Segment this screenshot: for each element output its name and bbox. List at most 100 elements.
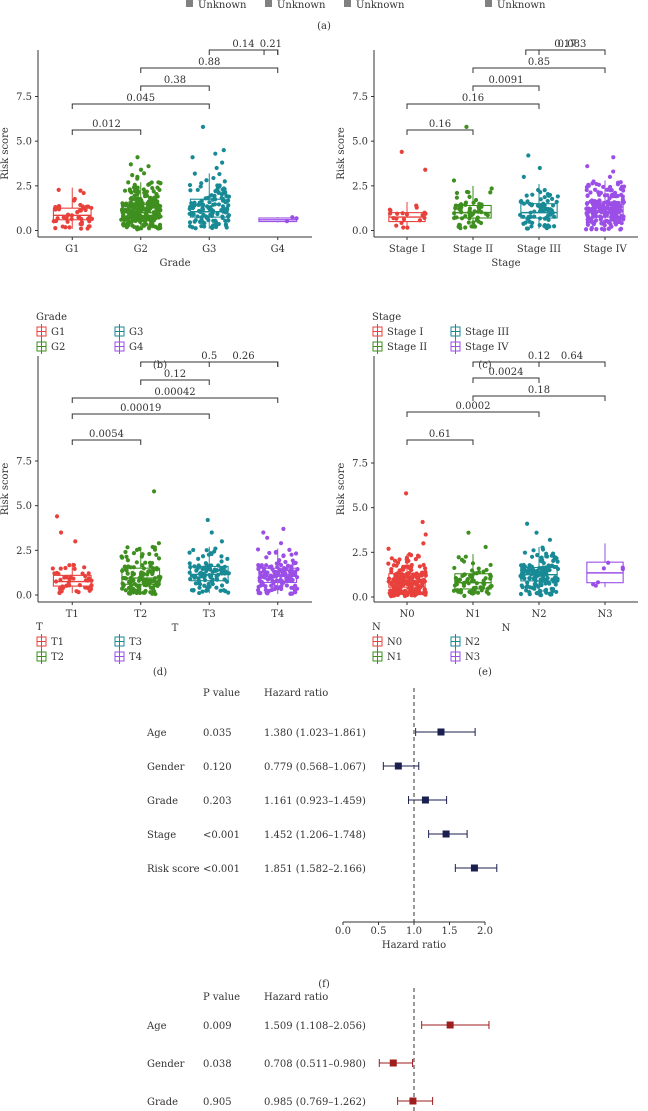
data-point — [472, 224, 478, 229]
data-point — [214, 165, 219, 171]
data-point — [606, 202, 611, 207]
panel-label-e: (e) — [478, 667, 492, 678]
data-point — [132, 193, 137, 198]
data-point — [210, 225, 215, 231]
data-point — [522, 550, 528, 555]
data-point — [214, 576, 219, 581]
data-point — [135, 174, 140, 179]
data-point — [466, 530, 471, 535]
data-point — [400, 211, 405, 216]
data-point — [403, 491, 409, 496]
data-point — [76, 214, 82, 220]
bracket-line — [538, 361, 606, 367]
data-point — [223, 218, 228, 223]
data-point — [200, 589, 205, 594]
data-point — [488, 190, 493, 195]
data-point — [213, 218, 218, 223]
data-point — [141, 171, 147, 176]
p-value-label: 0.083 — [558, 39, 587, 50]
data-point — [534, 591, 539, 596]
p-value-label: 0.38 — [164, 75, 186, 86]
row-hazard-ratio: 1.452 (1.206–1.748) — [264, 830, 366, 841]
data-point — [155, 194, 160, 199]
data-point — [224, 193, 229, 199]
data-point — [547, 567, 552, 573]
y-tick-label: 2.5 — [16, 181, 32, 192]
data-point — [595, 204, 600, 209]
data-point — [273, 549, 279, 555]
data-point — [592, 219, 597, 224]
data-point — [188, 188, 193, 193]
row-variable: Gender — [147, 1059, 185, 1070]
data-point — [524, 193, 529, 198]
forest-row: Grade 0.905 0.985 (0.769–1.262) — [147, 1097, 434, 1108]
y-tick-label: 5.0 — [16, 501, 32, 512]
data-point — [133, 196, 139, 201]
data-point — [414, 203, 419, 208]
bracket-line — [140, 379, 210, 385]
data-point — [544, 554, 550, 559]
data-point — [489, 186, 494, 191]
data-point — [547, 192, 553, 198]
forest-row: Age 0.009 1.509 (1.108–2.056) — [146, 1021, 490, 1032]
data-point — [213, 189, 218, 194]
x-tick-label: 0.5 — [371, 926, 387, 937]
data-point — [150, 185, 155, 191]
data-point — [526, 153, 531, 158]
x-tick-label-t2: T2 — [134, 609, 147, 620]
data-point — [132, 224, 137, 229]
data-point — [149, 180, 154, 185]
data-point — [220, 160, 225, 165]
data-point — [476, 566, 481, 571]
row-variable: Gender — [147, 762, 185, 773]
data-point — [209, 207, 214, 212]
data-point — [386, 561, 391, 566]
data-point — [191, 547, 196, 553]
data-point — [611, 155, 616, 160]
data-point — [601, 566, 606, 571]
data-point — [146, 226, 152, 231]
data-point — [204, 548, 209, 553]
data-point — [484, 567, 489, 573]
row-p-value: <0.001 — [203, 830, 240, 841]
data-point — [75, 209, 80, 215]
data-point — [483, 576, 488, 581]
data-point — [124, 554, 129, 559]
data-point — [292, 588, 298, 593]
panel-label-d: (d) — [153, 667, 167, 678]
data-point — [476, 219, 481, 224]
data-point — [585, 164, 590, 169]
data-point — [73, 539, 78, 544]
row-variable: Grade — [147, 796, 178, 807]
data-point — [123, 588, 128, 593]
data-point — [530, 192, 535, 197]
data-point — [417, 564, 422, 569]
data-point — [535, 553, 540, 558]
data-point — [457, 577, 463, 582]
x-tick-label-g2: G2 — [134, 244, 148, 255]
legend-item-stage-iii: Stage III — [465, 327, 509, 338]
forest-row: Risk score <0.001 1.851 (1.582–2.166) — [147, 864, 498, 875]
data-point — [606, 220, 611, 225]
data-point — [278, 541, 284, 546]
data-point — [71, 562, 76, 568]
y-tick-label: 0.0 — [16, 226, 32, 237]
legend-label-unknown-3: Unknown — [497, 0, 546, 11]
data-point — [537, 165, 542, 171]
data-point — [548, 212, 553, 217]
row-variable: Risk score — [147, 864, 200, 875]
data-point — [590, 202, 596, 207]
data-point — [407, 583, 412, 588]
x-tick-label-stage-iii: Stage III — [517, 244, 561, 255]
bracket-line — [406, 129, 474, 135]
legend-title: N — [372, 622, 381, 633]
data-point — [273, 569, 278, 575]
comparison-bracket: 0.17 — [525, 39, 606, 55]
data-point — [86, 585, 91, 591]
data-point — [585, 220, 590, 225]
data-point — [523, 588, 529, 593]
data-point — [132, 588, 137, 593]
data-point — [531, 548, 536, 553]
